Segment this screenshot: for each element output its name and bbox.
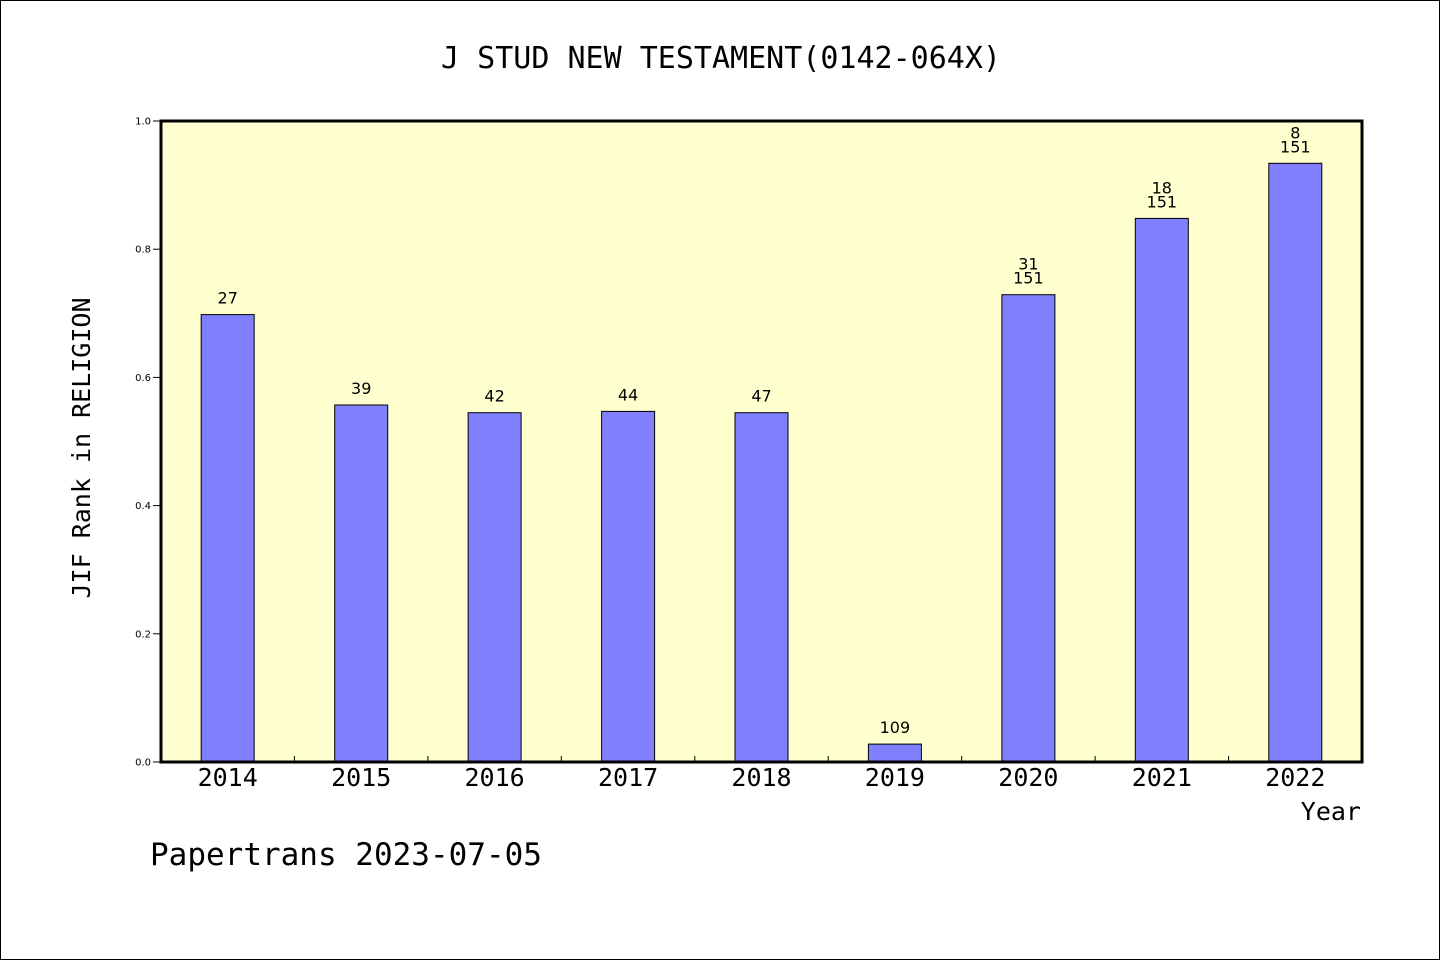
bar-2018 [734, 412, 789, 763]
data-label-2020-line1: 31 [1018, 255, 1038, 274]
bar-2021 [1134, 217, 1189, 763]
x-tick-label-2018: 2018 [731, 763, 791, 792]
y-tick-label-0.0: 0.0 [135, 758, 151, 769]
x-tick-label-2020: 2020 [998, 763, 1058, 792]
data-label-2021-line2: 151 [1147, 192, 1178, 211]
x-tick-label-2014: 2014 [198, 763, 258, 792]
y-tick-label-0.2: 0.2 [135, 629, 151, 640]
x-tick-label-2022: 2022 [1265, 763, 1325, 792]
x-tick-label-2017: 2017 [598, 763, 658, 792]
x-tick-label-2019: 2019 [865, 763, 925, 792]
bar-2017 [601, 410, 656, 763]
x-tick-label-2015: 2015 [331, 763, 391, 792]
data-label-2017: 44 [618, 385, 638, 404]
x-tick-label-2021: 2021 [1132, 763, 1192, 792]
plot-border [159, 119, 1364, 764]
bar-2020 [1001, 294, 1056, 763]
x-tick-label-2016: 2016 [464, 763, 524, 792]
bar-2016 [467, 412, 522, 763]
bar-2014 [200, 314, 255, 763]
footer-text: Papertrans 2023-07-05 [150, 837, 542, 873]
y-axis-ticks: 0.0 0.2 0.4 0.6 0.8 1.0 [135, 117, 161, 769]
x-axis-ticks: 2014 2015 2016 2017 2018 2019 2020 2021 2022 [198, 756, 1325, 792]
y-tick-label-0.4: 0.4 [135, 501, 151, 512]
data-label-2018: 47 [751, 387, 771, 406]
y-tick-label-1.0: 1.0 [135, 117, 151, 128]
chart-title: J STUD NEW TESTAMENT(0142-064X) [441, 41, 1001, 76]
x-axis-label: Year [1301, 797, 1361, 826]
y-tick-label-0.6: 0.6 [135, 373, 151, 384]
bar-2015 [334, 404, 389, 763]
bar-2022 [1268, 162, 1323, 763]
data-label-2020-line2: 151 [1013, 269, 1044, 288]
y-tick-label-0.8: 0.8 [135, 245, 151, 256]
data-label-2021-line1: 18 [1152, 178, 1172, 197]
y-axis-label: JIF Rank in RELIGION [67, 297, 96, 598]
bars-group [200, 162, 1323, 763]
bar-2019 [867, 743, 922, 763]
data-label-2014: 27 [218, 289, 238, 308]
data-label-2015: 39 [351, 379, 371, 398]
data-label-2016: 42 [484, 387, 504, 406]
data-label-2019: 109 [880, 718, 911, 737]
data-label-2022-line2: 151 [1280, 137, 1311, 156]
data-label-2022-line1: 8 [1290, 123, 1300, 142]
